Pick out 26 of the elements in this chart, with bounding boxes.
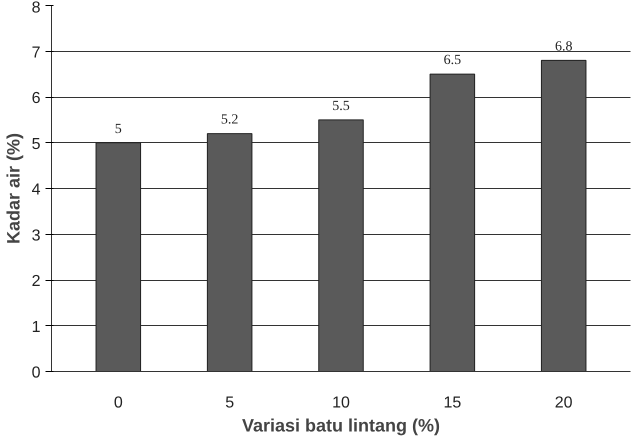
data-label: 5 [114, 122, 122, 137]
y-tick-label: 3 [32, 227, 41, 244]
bar [540, 60, 586, 372]
y-tick-label: 7 [32, 44, 41, 62]
y-tick-label: 8 [32, 0, 41, 16]
y-tick-label: 5 [32, 136, 41, 153]
bar [96, 142, 142, 372]
data-label: 5.5 [332, 98, 350, 114]
bar [318, 119, 364, 372]
x-tick-label: 15 [443, 394, 462, 412]
x-tick-label: 10 [332, 394, 350, 412]
bar [430, 74, 476, 372]
x-tick-label: 0 [114, 394, 123, 412]
y-tick-label: 1 [32, 318, 41, 336]
data-label: 5.2 [220, 112, 238, 128]
x-tick-label: 20 [554, 394, 573, 412]
y-axis-title: Kadar air (%) [4, 132, 24, 244]
data-label: 6.8 [554, 39, 572, 54]
y-tick-label: 4 [32, 182, 41, 198]
bar [206, 133, 252, 372]
data-label: 6.5 [444, 53, 462, 68]
y-tick-label: 0 [32, 364, 41, 382]
x-axis-title: Variasi batu lintang (%) [242, 416, 440, 436]
y-tick-label: 6 [32, 90, 41, 107]
y-tick-label: 2 [32, 273, 41, 290]
x-tick-label: 5 [225, 394, 234, 412]
